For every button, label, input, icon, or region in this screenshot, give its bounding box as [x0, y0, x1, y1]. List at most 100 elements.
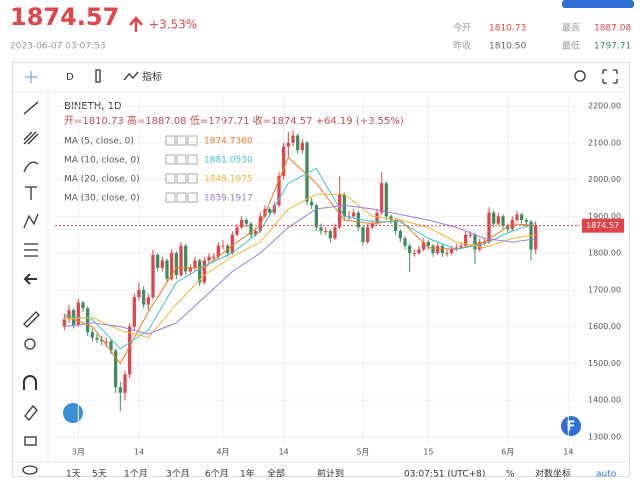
ma-button[interactable] — [187, 173, 198, 184]
plot — [55, 95, 580, 445]
ma-value: 1839.1917 — [204, 194, 253, 204]
crosshair-tool[interactable] — [25, 71, 37, 83]
candle-body — [268, 208, 272, 213]
ma-name: MA (10, close, 0) — [64, 156, 140, 166]
x-tick-label: 3月 — [72, 448, 85, 457]
text-tool[interactable] — [25, 186, 37, 200]
f-badge[interactable] — [561, 416, 581, 436]
candle-body — [366, 227, 370, 243]
candle-body — [310, 201, 314, 206]
ma-value: 1874.7360 — [204, 137, 253, 147]
bottom-item[interactable]: 1天 — [66, 470, 81, 480]
bottom-item[interactable]: 对数坐标 — [535, 468, 571, 480]
bottom-item[interactable]: 03:07:51 (UTC+8) — [404, 470, 485, 480]
indicators[interactable]: 指标 — [142, 70, 162, 83]
y-tick-label: 1800.00 — [588, 249, 621, 258]
candle-body — [328, 231, 332, 239]
back-tool[interactable] — [23, 273, 37, 285]
measure-tool[interactable] — [24, 243, 38, 257]
ma-button[interactable] — [187, 154, 198, 165]
candle-body — [160, 260, 164, 268]
candle-body — [296, 135, 300, 151]
candle-body — [426, 242, 430, 246]
y-tick-label: 1600.00 — [588, 322, 621, 331]
candle-body — [524, 220, 528, 222]
bottom-item[interactable]: % — [506, 470, 515, 480]
candle-body — [132, 297, 136, 327]
candle-body — [249, 223, 253, 235]
bottom-item[interactable]: 前计到 — [317, 468, 344, 480]
candle-body — [123, 374, 127, 393]
interval[interactable]: D — [66, 72, 74, 83]
candle-body — [188, 267, 192, 272]
candle-body — [300, 142, 304, 151]
candle-body — [534, 225, 538, 250]
candle-body — [422, 242, 426, 250]
stat-value: 1810.50 — [489, 42, 526, 52]
ma-button[interactable] — [165, 192, 176, 203]
candle-icon[interactable] — [95, 69, 101, 83]
candle-body — [314, 205, 318, 228]
bottom-item[interactable]: 全部 — [267, 468, 285, 480]
stat-value: 1810.73 — [489, 24, 526, 34]
candle-body — [324, 231, 328, 233]
candle-body — [445, 253, 449, 255]
magnet-tool[interactable] — [23, 375, 37, 390]
candle-body — [212, 256, 216, 258]
ruler-tool[interactable] — [23, 311, 40, 328]
ma-button[interactable] — [176, 154, 187, 165]
bottom-item[interactable]: 3个月 — [166, 469, 190, 480]
indicator-icon[interactable] — [123, 71, 139, 81]
zoom-tool[interactable] — [24, 338, 36, 350]
button[interactable] — [562, 0, 634, 8]
line-tool[interactable] — [23, 101, 39, 115]
bottom-item[interactable]: 5天 — [92, 470, 107, 480]
settings-icon[interactable] — [574, 70, 586, 82]
edit-tool[interactable] — [24, 405, 38, 421]
ma-button[interactable] — [176, 135, 187, 146]
candle-body — [272, 205, 276, 213]
ma-button[interactable] — [176, 192, 187, 203]
ma-button[interactable] — [165, 173, 176, 184]
bottom-item[interactable]: 1个月 — [124, 469, 148, 480]
fib-tool[interactable] — [23, 131, 39, 145]
stat-value: 1797.71 — [594, 42, 631, 52]
fullscreen-icon[interactable] — [602, 69, 618, 84]
candle-body — [198, 260, 202, 283]
candle-body — [492, 212, 496, 224]
candle-body — [86, 308, 90, 333]
candle-body — [375, 212, 379, 224]
candle-body — [109, 341, 113, 351]
brush-tool[interactable] — [23, 161, 39, 173]
pattern-tool[interactable] — [23, 213, 39, 229]
candle-body — [142, 289, 146, 305]
ma-button[interactable] — [165, 135, 176, 146]
candle-body — [244, 220, 248, 224]
ma-button[interactable] — [176, 173, 187, 184]
x-tick-label: 14 — [134, 448, 144, 457]
candle-body — [454, 247, 458, 250]
bottom-item[interactable]: auto — [596, 470, 617, 480]
candle-body — [464, 234, 468, 246]
lock-tool[interactable] — [24, 436, 37, 446]
candle-body — [174, 253, 178, 276]
bottom-item[interactable]: 6个月 — [205, 469, 229, 480]
candle-body — [254, 231, 258, 235]
y-tick-label: 1900.00 — [588, 212, 621, 221]
candle-body — [412, 253, 416, 255]
candle-body — [146, 297, 150, 305]
eye-tool[interactable] — [22, 465, 38, 475]
ma-button[interactable] — [187, 192, 198, 203]
candle-body — [170, 253, 174, 279]
candle-body — [179, 245, 183, 276]
ma-line — [64, 167, 536, 350]
ma-button[interactable] — [187, 135, 198, 146]
candle-body — [380, 183, 384, 213]
last-price-label: 1874.57 — [586, 221, 619, 230]
candle-body — [473, 234, 477, 250]
bottom-item[interactable]: 1年 — [240, 468, 255, 480]
candle-body — [235, 227, 239, 235]
candle-body — [286, 142, 290, 147]
ma-button[interactable] — [165, 154, 176, 165]
x-tick-label: 5月 — [356, 448, 369, 457]
